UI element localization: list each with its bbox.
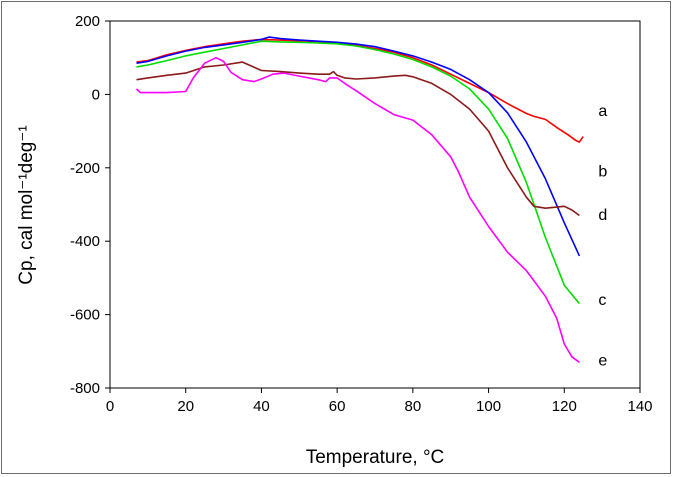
series-line-a: [136, 38, 584, 143]
curve-label-d: d: [598, 207, 607, 224]
series-lines: [135, 36, 584, 363]
x-tick-label: 20: [177, 398, 194, 415]
x-axis-title: Temperature, °C: [306, 447, 445, 468]
x-tick-label: 120: [552, 398, 577, 415]
x-tick-label: 80: [405, 398, 422, 415]
series-line-c: [136, 40, 581, 305]
y-tick-label: -200: [70, 160, 100, 177]
x-tick-label: 140: [627, 398, 652, 415]
y-tick-label: -800: [70, 380, 100, 397]
y-tick-label: -400: [70, 233, 100, 250]
x-tick-label: 100: [476, 398, 501, 415]
curve-labels: a b d c e: [598, 103, 607, 370]
plot-area: [109, 20, 641, 389]
y-axis-ticks: 200 0 -200 -400 -600 -800: [70, 13, 110, 397]
x-axis-ticks: 0 20 40 60 80 100 120 140: [106, 388, 653, 415]
curve-label-a: a: [598, 103, 607, 120]
series-line-e: [135, 56, 580, 363]
y-tick-label: -600: [70, 307, 100, 324]
curve-label-b: b: [598, 163, 607, 180]
series-line-b: [136, 36, 581, 257]
x-tick-label: 0: [106, 398, 114, 415]
y-tick-label: 200: [75, 13, 100, 30]
y-axis-title: Cp, cal mol⁻¹deg⁻¹: [16, 125, 37, 284]
series-line-d: [136, 61, 580, 217]
x-tick-label: 60: [329, 398, 346, 415]
x-tick-label: 40: [253, 398, 270, 415]
y-tick-label: 0: [92, 86, 100, 103]
curve-label-e: e: [598, 352, 607, 369]
curve-label-c: c: [598, 292, 606, 309]
